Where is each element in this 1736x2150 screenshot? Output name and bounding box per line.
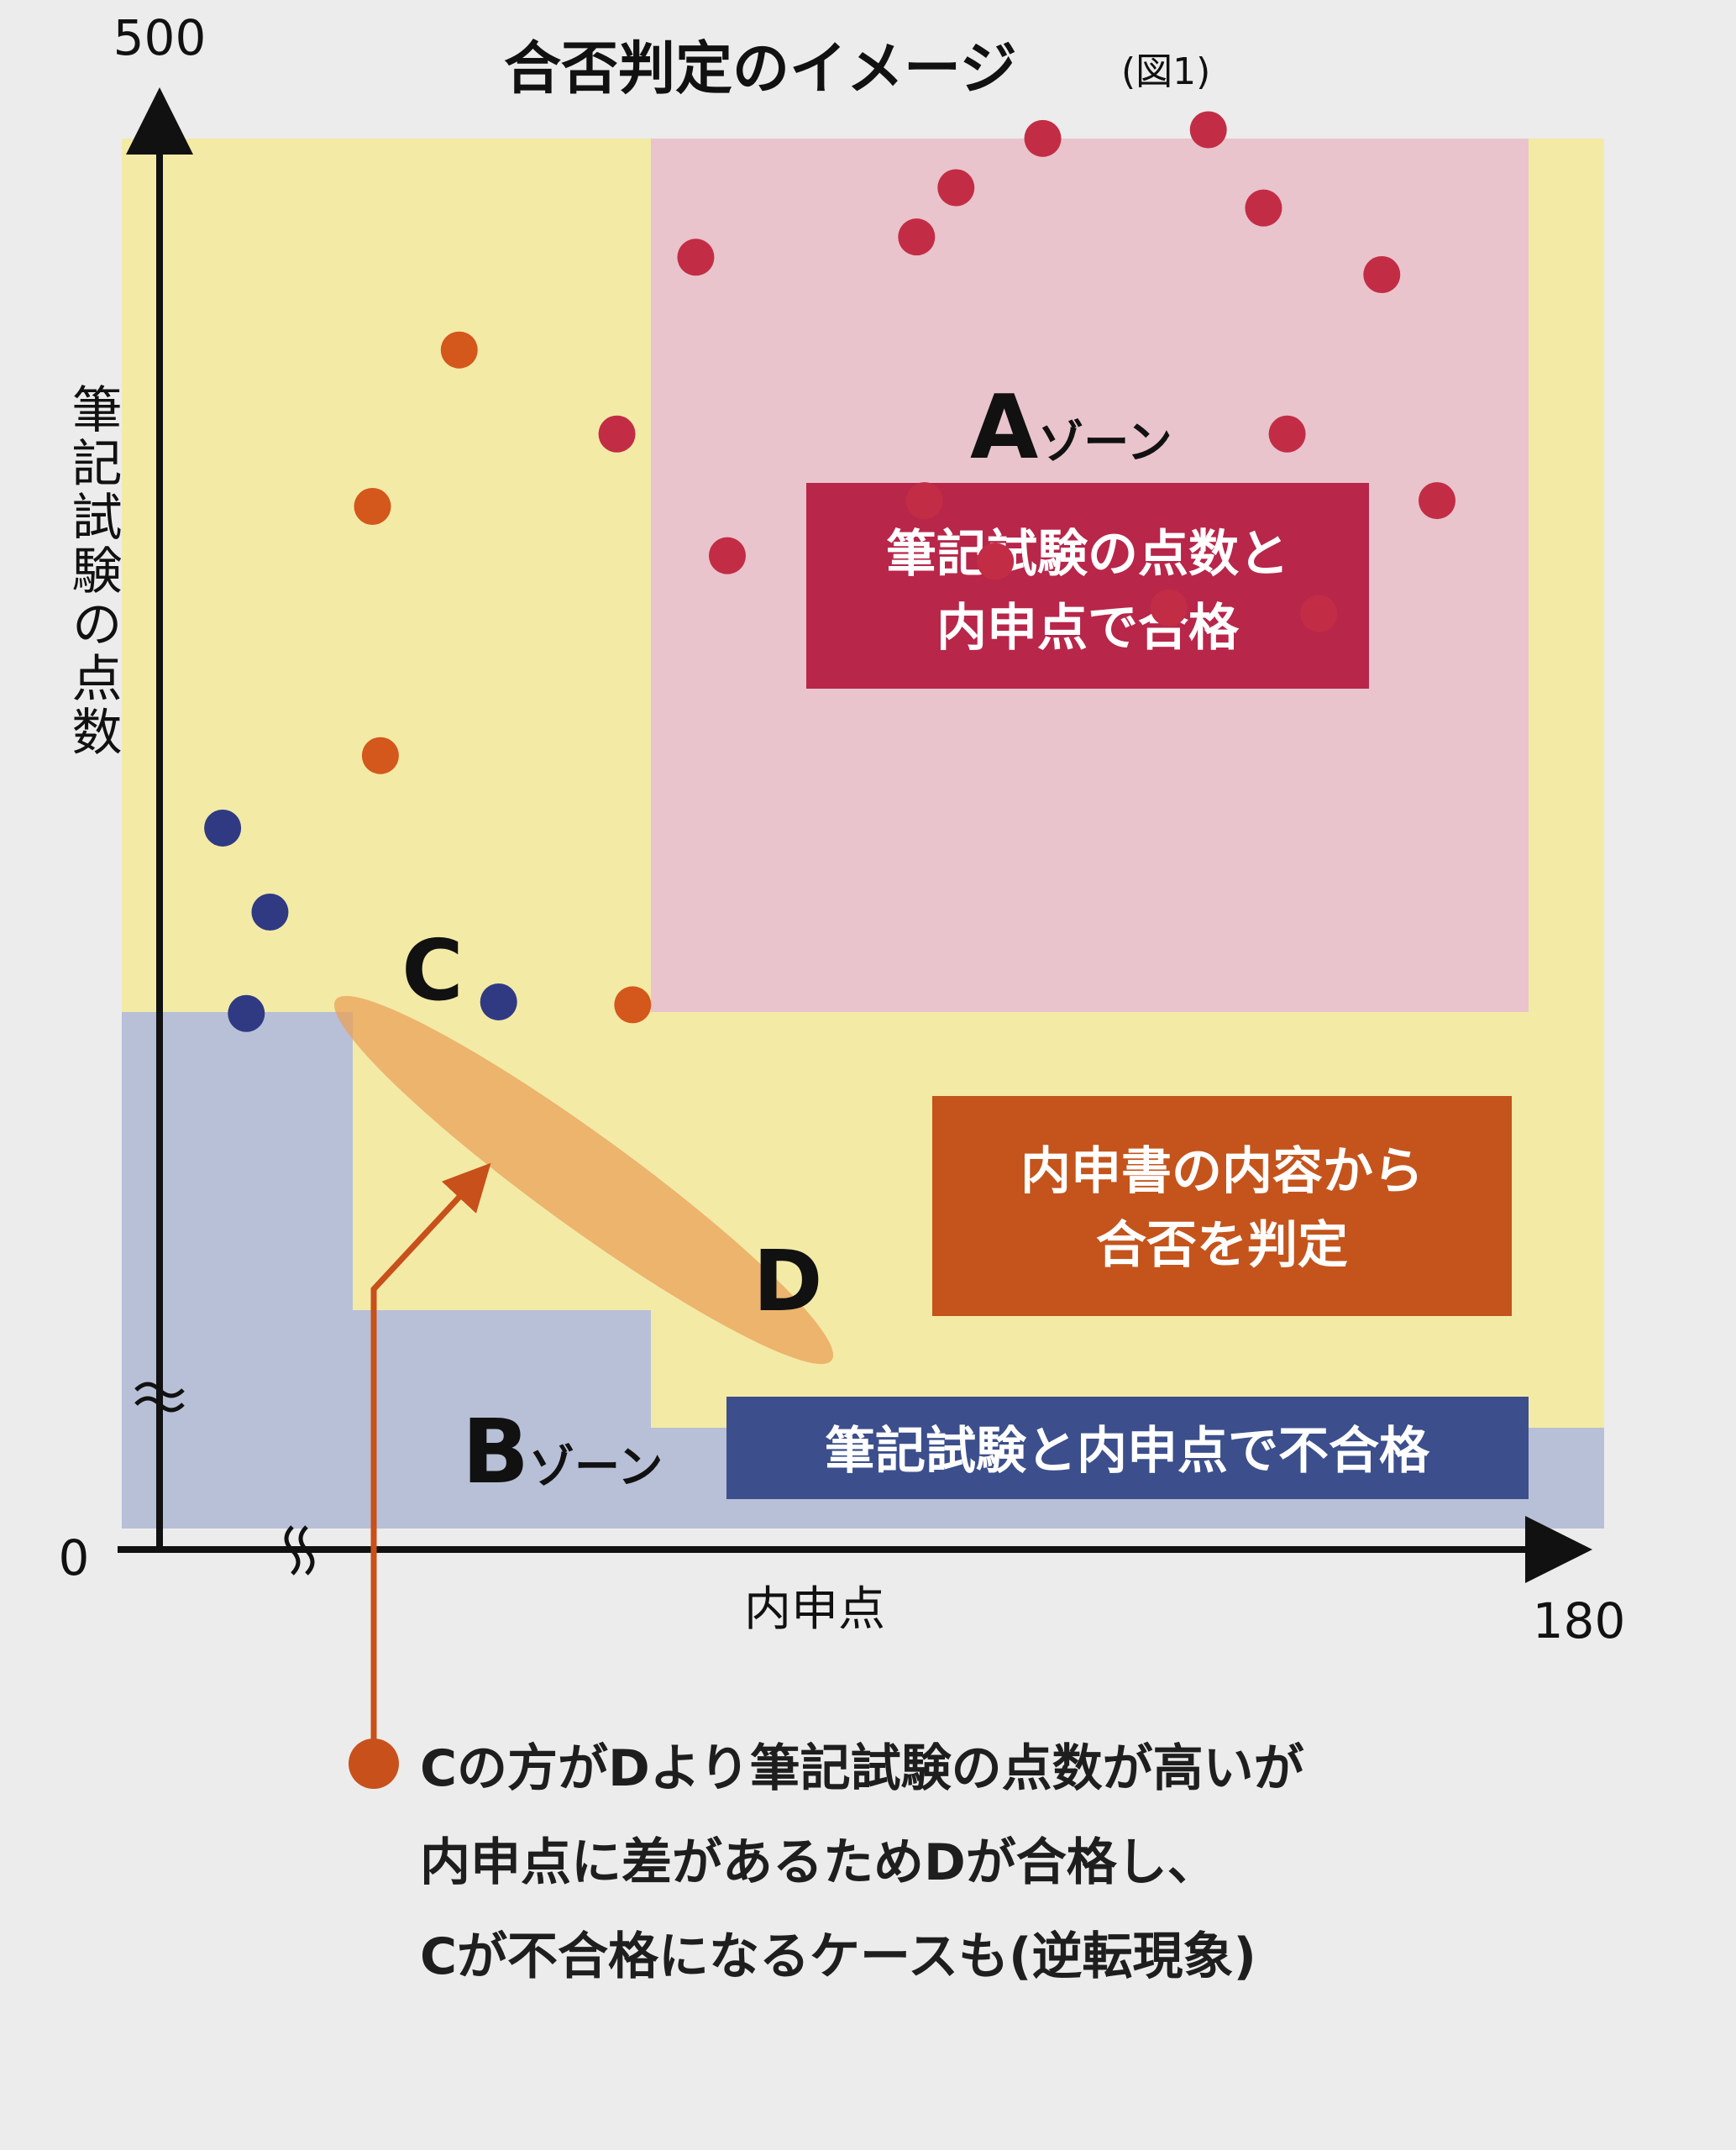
b-zone-suffix: ゾーン — [529, 1440, 663, 1493]
point-A-3 — [937, 169, 975, 207]
point-A-7 — [677, 239, 715, 276]
caption-line-1: Cの方がDより筆記試験の点数が高いが — [420, 1739, 1304, 1798]
point-d — [614, 986, 652, 1024]
point-label-c: C — [401, 921, 463, 1020]
point-A-4 — [1245, 189, 1282, 227]
point-label-d: D — [753, 1232, 822, 1330]
point-B-4 — [480, 983, 517, 1020]
point-B-1 — [204, 809, 242, 847]
point-B-3 — [228, 994, 265, 1032]
middle-zone-description-line-2: 合否を判定 — [1096, 1216, 1348, 1275]
b-zone-letter: B — [462, 1401, 529, 1503]
figure-label: (図1) — [1121, 50, 1210, 93]
caption-bullet — [349, 1738, 399, 1789]
middle-zone-description-line-1: 内申書の内容から — [1020, 1142, 1424, 1201]
point-A-15 — [1300, 595, 1338, 632]
point-A-1 — [1024, 119, 1062, 157]
a-zone-box — [806, 483, 1369, 689]
point-A-2 — [1189, 111, 1227, 149]
caption-line-3: Cが不合格になるケースも(逆転現象) — [420, 1927, 1256, 1986]
chart-title: 合否判定のイメージ — [504, 36, 1017, 102]
b-zone-description: 筆記試験と内申点で不合格 — [825, 1422, 1430, 1481]
a-zone-label: Aゾーン — [970, 376, 1172, 479]
point-c — [361, 737, 399, 774]
middle-zone-box — [932, 1096, 1512, 1316]
b-zone-background — [122, 1012, 1604, 1529]
point-middle-2 — [354, 488, 391, 525]
y-axis-break — [134, 1382, 185, 1413]
a-zone-description-line-2: 内申点で合格 — [936, 599, 1240, 658]
point-A-13 — [977, 543, 1015, 580]
annotation-arrow — [370, 1162, 491, 1751]
y-tick-0: 0 — [59, 1529, 90, 1586]
b-zone-label: Bゾーン — [462, 1401, 663, 1503]
a-zone-letter: A — [970, 376, 1038, 479]
data-points — [204, 111, 1455, 1032]
a-zone-suffix: ゾーン — [1038, 416, 1172, 469]
point-A-10 — [905, 482, 943, 520]
point-A-9 — [598, 415, 636, 453]
point-middle-1 — [440, 331, 478, 369]
point-A-8 — [1268, 415, 1306, 453]
point-A-12 — [709, 537, 746, 574]
point-A-6 — [1363, 256, 1401, 293]
point-B-2 — [251, 894, 289, 931]
x-axis-break — [284, 1525, 315, 1576]
point-A-11 — [1419, 482, 1455, 520]
x-tick-180: 180 — [1533, 1592, 1626, 1649]
b-zone-box — [726, 1397, 1529, 1499]
point-A-14 — [1150, 589, 1188, 627]
caption: Cの方がDより筆記試験の点数が高いが 内申点に差があるためDが合格し、 Cが不合… — [420, 1722, 1596, 2004]
x-axis-label: 内申点 — [744, 1582, 885, 1637]
caption-line-2: 内申点に差があるためDが合格し、 — [420, 1833, 1218, 1892]
y-axis-label: 筆記試験の点数 — [63, 383, 122, 759]
a-zone-description-line-1: 筆記試験の点数と — [886, 525, 1289, 584]
y-tick-500: 500 — [113, 9, 207, 66]
c-d-highlight-ellipse — [333, 995, 834, 1365]
point-A-5 — [898, 218, 936, 256]
